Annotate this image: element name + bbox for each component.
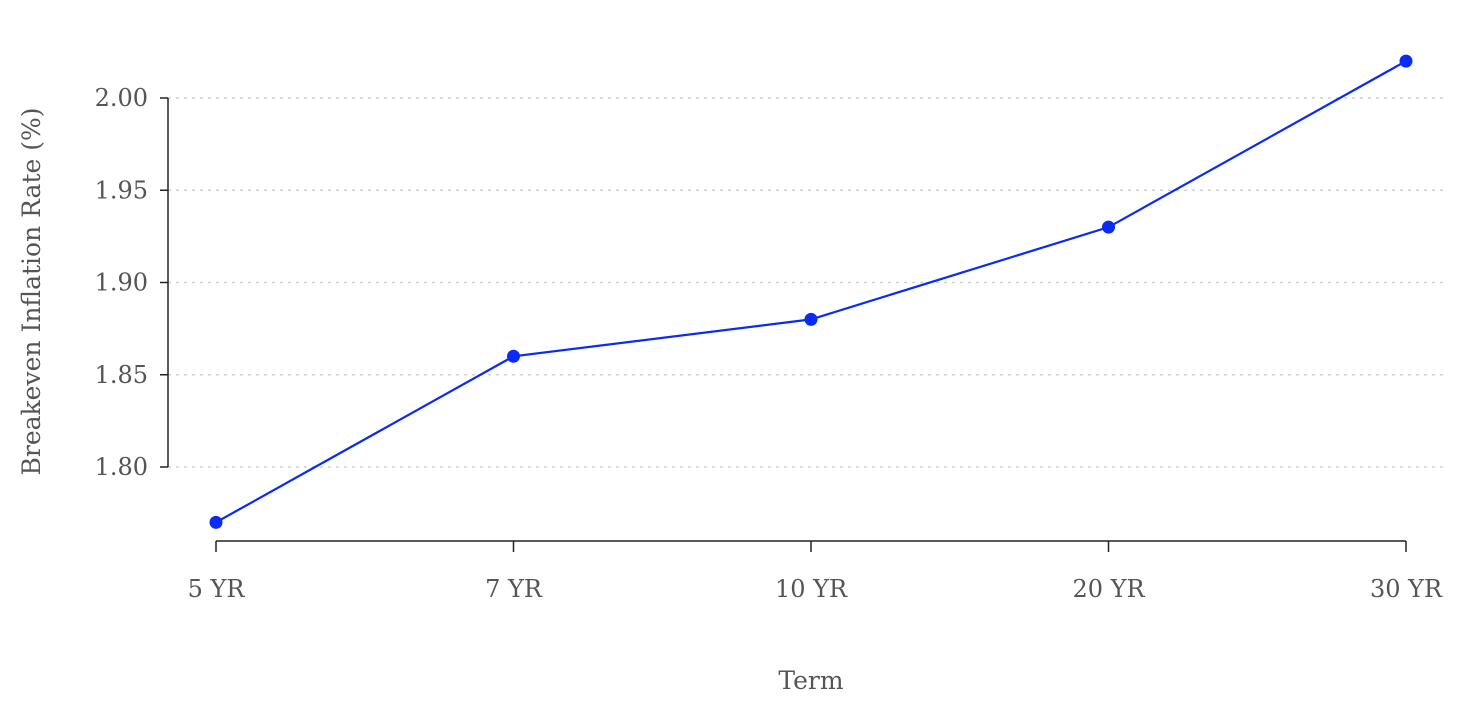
- y-ticks: 1.80 1.85 1.90 1.95 2.00: [95, 84, 168, 481]
- y-tick-label: 1.90: [95, 269, 148, 297]
- data-point[interactable]: [507, 349, 520, 363]
- y-tick-label: 2.00: [95, 84, 148, 112]
- x-tick-label: 5 YR: [188, 575, 246, 603]
- y-tick-label: 1.95: [95, 176, 148, 204]
- data-point[interactable]: [1102, 220, 1115, 234]
- y-axis-title: Breakeven Inflation Rate (%): [17, 108, 46, 476]
- grid-layer: [168, 97, 1448, 468]
- data-point[interactable]: [804, 312, 818, 326]
- x-tick-label: 10 YR: [775, 575, 848, 603]
- x-ticks: 5 YR 7 YR 10 YR 20 YR 30 YR: [188, 541, 1443, 603]
- y-tick-label: 1.80: [95, 453, 148, 481]
- x-axis-title: Term: [778, 666, 843, 695]
- x-tick-label: 20 YR: [1072, 575, 1145, 603]
- data-point[interactable]: [1399, 54, 1413, 68]
- series-line: [215, 60, 1407, 524]
- data-point[interactable]: [209, 515, 223, 529]
- x-tick-label: 7 YR: [485, 575, 543, 603]
- x-tick-label: 30 YR: [1370, 575, 1443, 603]
- series-layer: [209, 54, 1413, 529]
- y-tick-label: 1.85: [95, 361, 148, 389]
